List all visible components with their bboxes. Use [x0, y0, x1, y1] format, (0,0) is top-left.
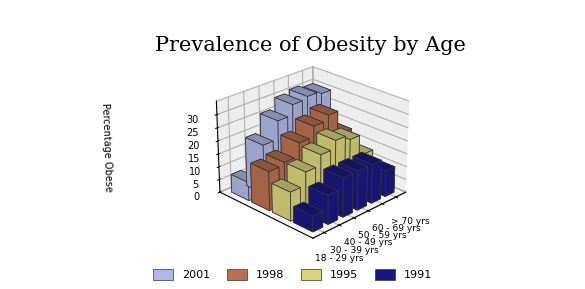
Title: Prevalence of Obesity by Age: Prevalence of Obesity by Age: [154, 36, 466, 55]
Legend: 2001, 1998, 1995, 1991: 2001, 1998, 1995, 1991: [150, 265, 435, 284]
